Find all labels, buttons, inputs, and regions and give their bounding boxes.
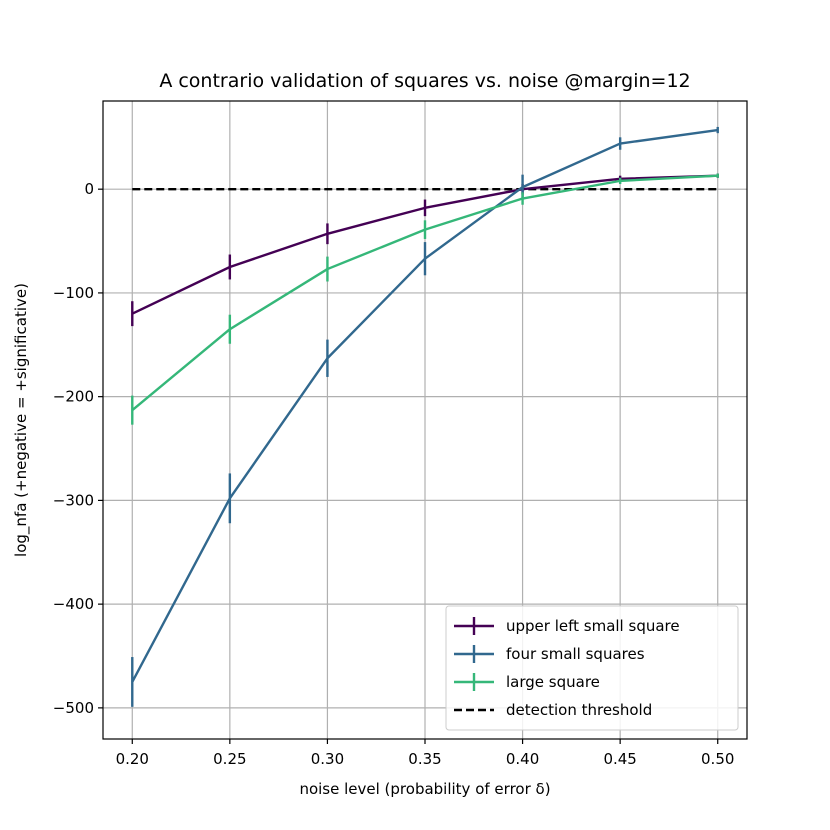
legend-label: upper left small square bbox=[506, 617, 680, 635]
chart-title: A contrario validation of squares vs. no… bbox=[159, 70, 690, 92]
y-tick-label: 0 bbox=[84, 180, 94, 198]
legend-entry-1: four small squares bbox=[454, 645, 645, 663]
y-axis-ticks: 0 −100 −200 −300 −400 −500 bbox=[53, 180, 103, 717]
x-tick-label: 0.25 bbox=[213, 750, 246, 768]
x-axis-label: noise level (probability of error δ) bbox=[299, 780, 550, 798]
legend-label: four small squares bbox=[506, 645, 645, 663]
y-tick-label: −400 bbox=[53, 595, 94, 613]
y-tick-label: −100 bbox=[53, 284, 94, 302]
x-tick-label: 0.35 bbox=[408, 750, 441, 768]
x-tick-label: 0.45 bbox=[603, 750, 636, 768]
y-axis-label: log_nfa (+negative = +significative) bbox=[12, 283, 31, 557]
y-tick-label: −500 bbox=[53, 699, 94, 717]
series-2 bbox=[131, 173, 719, 425]
y-tick-label: −200 bbox=[53, 388, 94, 406]
legend-box bbox=[445, 605, 739, 731]
legend-label: detection threshold bbox=[506, 701, 652, 719]
x-tick-label: 0.30 bbox=[311, 750, 344, 768]
x-tick-label: 0.40 bbox=[506, 750, 539, 768]
legend-label: large square bbox=[506, 673, 600, 691]
series-layer bbox=[131, 126, 719, 707]
legend-entry-0: upper left small square bbox=[454, 617, 680, 635]
x-tick-label: 0.50 bbox=[701, 750, 734, 768]
legend: upper left small square four small square… bbox=[445, 605, 739, 731]
series-1 bbox=[131, 126, 719, 707]
legend-entry-3: detection threshold bbox=[454, 701, 652, 719]
x-axis-ticks: 0.20 0.25 0.30 0.35 0.40 0.45 0.50 bbox=[116, 739, 734, 768]
x-tick-label: 0.20 bbox=[116, 750, 149, 768]
legend-entry-2: large square bbox=[454, 673, 600, 691]
y-tick-label: −300 bbox=[53, 491, 94, 509]
